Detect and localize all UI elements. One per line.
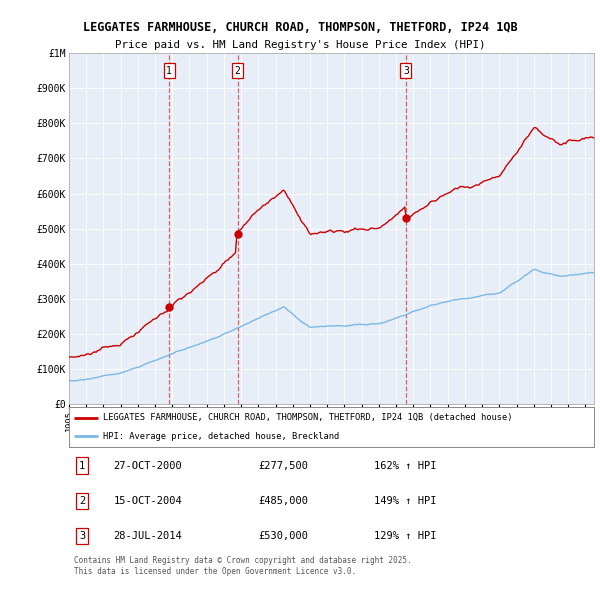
Text: 1: 1 — [79, 461, 85, 470]
Text: £485,000: £485,000 — [258, 496, 308, 506]
Text: £277,500: £277,500 — [258, 461, 308, 470]
Text: 2: 2 — [235, 65, 241, 76]
Text: Price paid vs. HM Land Registry's House Price Index (HPI): Price paid vs. HM Land Registry's House … — [115, 40, 485, 50]
Text: 2: 2 — [79, 496, 85, 506]
Text: 162% ↑ HPI: 162% ↑ HPI — [373, 461, 436, 470]
Text: £530,000: £530,000 — [258, 532, 308, 541]
Text: 15-OCT-2004: 15-OCT-2004 — [113, 496, 182, 506]
Text: 28-JUL-2014: 28-JUL-2014 — [113, 532, 182, 541]
Text: 27-OCT-2000: 27-OCT-2000 — [113, 461, 182, 470]
Text: 149% ↑ HPI: 149% ↑ HPI — [373, 496, 436, 506]
Text: LEGGATES FARMHOUSE, CHURCH ROAD, THOMPSON, THETFORD, IP24 1QB (detached house): LEGGATES FARMHOUSE, CHURCH ROAD, THOMPSO… — [103, 414, 512, 422]
Text: 3: 3 — [403, 65, 409, 76]
Text: Contains HM Land Registry data © Crown copyright and database right 2025.
This d: Contains HM Land Registry data © Crown c… — [74, 556, 412, 576]
Text: 3: 3 — [79, 532, 85, 541]
Text: 1: 1 — [166, 65, 172, 76]
Text: LEGGATES FARMHOUSE, CHURCH ROAD, THOMPSON, THETFORD, IP24 1QB: LEGGATES FARMHOUSE, CHURCH ROAD, THOMPSO… — [83, 21, 517, 34]
Text: HPI: Average price, detached house, Breckland: HPI: Average price, detached house, Brec… — [103, 432, 340, 441]
Text: 129% ↑ HPI: 129% ↑ HPI — [373, 532, 436, 541]
